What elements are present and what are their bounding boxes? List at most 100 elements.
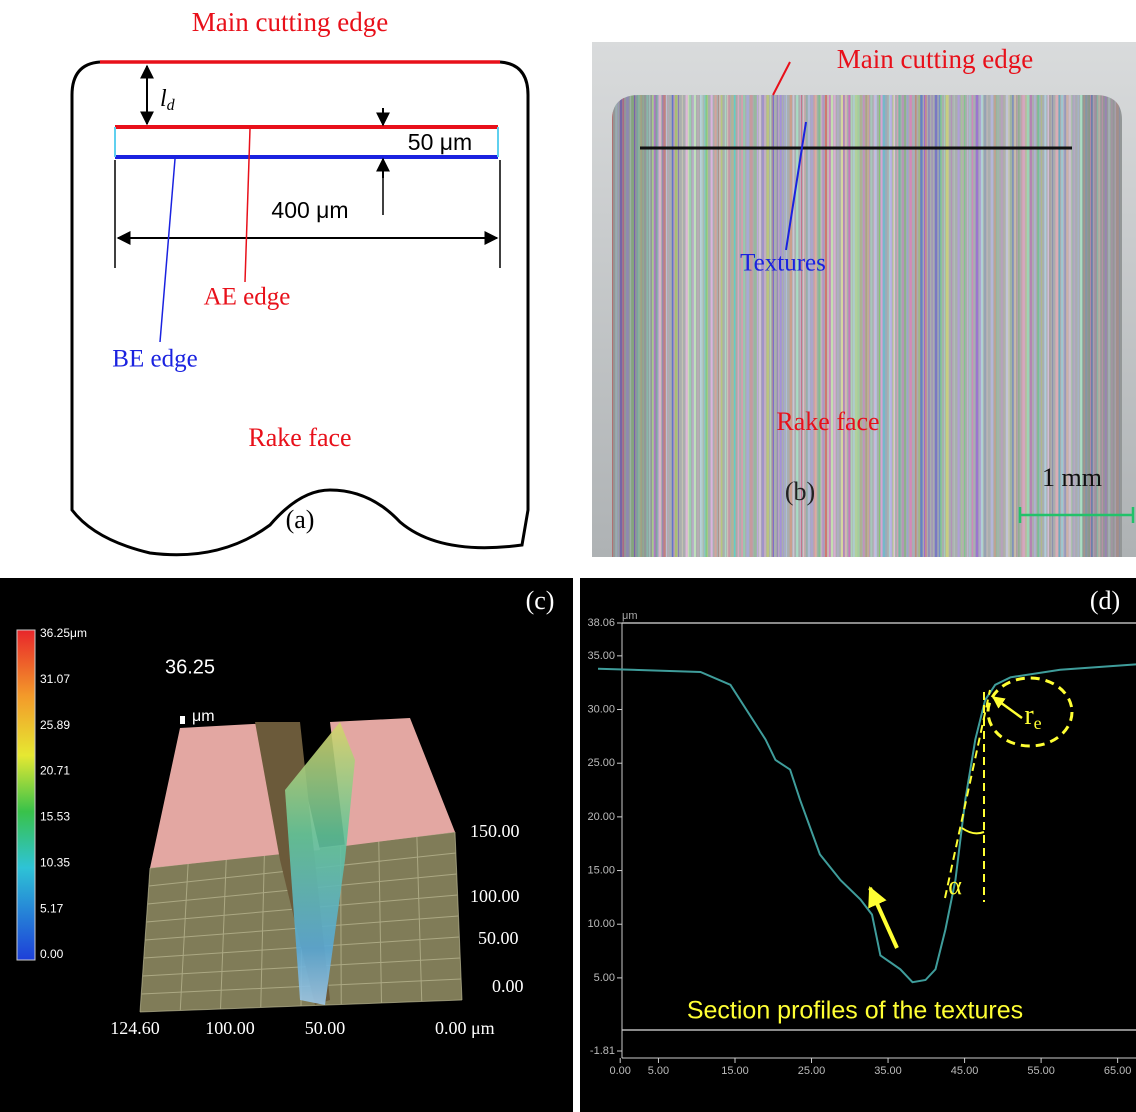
- stripe: [686, 95, 688, 557]
- stripe: [944, 95, 945, 557]
- stripe: [738, 95, 740, 557]
- angle-label: α: [948, 871, 962, 900]
- width-label: 100.00: [205, 1018, 255, 1038]
- stripe: [1025, 95, 1026, 557]
- title: Main cutting edge: [837, 44, 1033, 74]
- stripe: [668, 95, 669, 557]
- stripe: [766, 95, 769, 557]
- width-label: 0.00 μm: [435, 1018, 495, 1038]
- colorbar-label: 20.71: [40, 764, 70, 778]
- y-tick-label: 5.00: [594, 972, 615, 984]
- stripe: [863, 95, 864, 557]
- stripe: [1016, 95, 1017, 557]
- stripe: [750, 95, 753, 557]
- panel-label: (c): [526, 586, 555, 615]
- dim-label: 50 μm: [408, 129, 472, 155]
- stripe: [865, 95, 867, 557]
- stripe: [783, 95, 784, 557]
- stripe: [662, 95, 663, 557]
- stripe: [848, 95, 850, 557]
- stripe: [931, 95, 932, 557]
- stripe: [886, 95, 887, 557]
- stripe: [1034, 95, 1035, 557]
- stripe: [762, 95, 765, 557]
- stripe: [964, 95, 965, 557]
- stripe: [1001, 95, 1003, 557]
- panel-a: Main cutting edge ld 50 μm 400 μm AE edg…: [72, 7, 528, 555]
- y-tick-label: 25.00: [587, 757, 615, 769]
- panel-label: (b): [785, 477, 815, 506]
- stripe: [778, 95, 779, 557]
- stripe: [700, 95, 702, 557]
- colorbar-label: 25.89: [40, 718, 70, 732]
- x-tick-label: 15.00: [721, 1065, 749, 1077]
- x-tick-label: 5.00: [648, 1065, 669, 1077]
- stripe: [829, 95, 831, 557]
- stripe: [961, 95, 962, 557]
- stripe: [673, 95, 674, 557]
- stripe: [663, 95, 665, 557]
- stripe: [969, 95, 970, 557]
- stripe: [875, 95, 877, 557]
- stripe: [1011, 95, 1012, 557]
- stripe: [689, 95, 690, 557]
- stripe: [855, 95, 858, 557]
- y-tick-label: -1.81: [590, 1045, 615, 1057]
- x-tick-label: 25.00: [798, 1065, 826, 1077]
- stripe: [951, 95, 952, 557]
- stripe: [692, 95, 694, 557]
- subscript: d: [167, 97, 176, 114]
- edge-shade: [612, 95, 652, 557]
- stripe: [946, 95, 949, 557]
- stripe: [678, 95, 679, 557]
- stripe: [702, 95, 704, 557]
- stripe: [705, 95, 707, 557]
- stripe: [981, 95, 983, 557]
- stripe: [851, 95, 853, 557]
- stripe: [841, 95, 843, 557]
- y-tick-label: 30.00: [587, 703, 615, 715]
- stripe: [860, 95, 861, 557]
- stripe: [721, 95, 723, 557]
- stripe: [920, 95, 922, 557]
- unit-label: μm: [622, 610, 638, 622]
- stripe: [780, 95, 782, 557]
- stripe: [815, 95, 817, 557]
- stripe: [879, 95, 880, 557]
- stripe: [833, 95, 835, 557]
- stripe: [958, 95, 960, 557]
- x-tick-label: 65.00: [1104, 1065, 1132, 1077]
- stripe: [759, 95, 761, 557]
- y-tick-label: 35.00: [587, 650, 615, 662]
- title: Main cutting edge: [192, 7, 388, 37]
- stripe: [996, 95, 997, 557]
- scale-label: 1 mm: [1042, 463, 1102, 492]
- panel-b: Main cutting edge Textures Rake face (b)…: [592, 42, 1136, 560]
- stripe: [909, 95, 911, 557]
- panel-bg: [580, 578, 1136, 1112]
- stripe: [991, 95, 994, 557]
- stripe: [987, 95, 988, 557]
- stripe: [935, 95, 938, 557]
- stripe: [694, 95, 696, 557]
- x-tick-label: 0.00: [609, 1065, 630, 1077]
- stripe: [757, 95, 758, 557]
- y-tick-label: 15.00: [587, 864, 615, 876]
- x-tick-label: 35.00: [874, 1065, 902, 1077]
- dim-label: 400 μm: [271, 197, 348, 223]
- stripe: [743, 95, 745, 557]
- stripe: [1014, 95, 1016, 557]
- stripe: [940, 95, 942, 557]
- stripe: [998, 95, 1000, 557]
- figure: Main cutting edge ld 50 μm 400 μm AE edg…: [0, 0, 1136, 1112]
- stripe: [837, 95, 838, 557]
- rake-label: Rake face: [776, 407, 879, 436]
- stripe: [736, 95, 737, 557]
- colorbar-label: 15.53: [40, 810, 70, 824]
- stripe: [904, 95, 905, 557]
- be-leader: [160, 159, 175, 342]
- stripe: [845, 95, 847, 557]
- stripe: [764, 95, 766, 557]
- stripe: [734, 95, 736, 557]
- stripe: [711, 95, 713, 557]
